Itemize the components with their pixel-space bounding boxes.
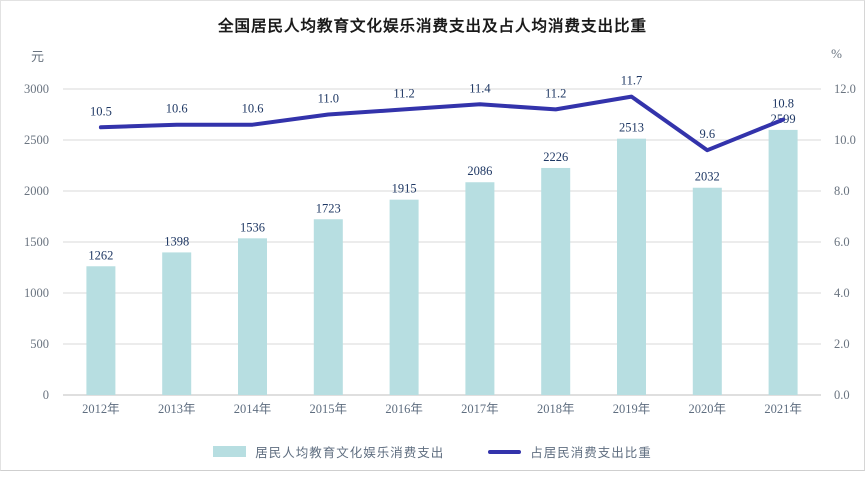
left-tick-label: 2000	[24, 184, 49, 198]
line-value-label: 10.6	[166, 102, 188, 116]
line-value-label: 11.4	[469, 81, 491, 95]
x-axis-label-2021年: 2021年	[764, 402, 802, 416]
bar-2014年	[238, 238, 267, 395]
right-tick-label: 0.0	[834, 388, 850, 402]
line-series-swatch	[488, 449, 522, 454]
x-axis-label-2014年: 2014年	[234, 402, 272, 416]
right-tick-label: 8.0	[834, 184, 850, 198]
bar-2019年	[617, 138, 646, 395]
legend-item-bar-series: 居民人均教育文化娱乐消费支出	[213, 442, 444, 461]
left-tick-label: 0	[43, 388, 49, 402]
bar-value-label: 2226	[543, 150, 568, 164]
y-axis-right-labels: 0.0 2.0 4.0 6.0 8.0 10.0 12.0	[834, 82, 856, 402]
line-value-label: 11.2	[393, 86, 414, 100]
line-series	[98, 94, 786, 153]
y-axis-left-labels: 0 500 1000 1500 2000 2500 3000	[24, 82, 49, 402]
chart-legend: 居民人均教育文化娱乐消费支出 占居民消费支出比重	[1, 442, 864, 461]
right-tick-label: 2.0	[834, 337, 850, 351]
right-tick-label: 6.0	[834, 235, 850, 249]
right-tick-label: 4.0	[834, 286, 850, 300]
line-value-labels: 10.5 10.6 10.6 11.0 11.2 11.4 11.2 11.7 9.6 10.8	[90, 74, 794, 142]
line-value-label: 10.6	[242, 102, 264, 116]
ratio-line	[98, 94, 786, 153]
x-axis-label-2012年: 2012年	[82, 402, 120, 416]
bar-value-label: 1723	[316, 201, 341, 215]
x-axis-labels: 2012年 2013年 2014年 2015年 2016年 2017年 2018年 2019年…	[82, 402, 802, 416]
line-value-label: 11.2	[545, 86, 566, 100]
x-axis-label-2017年: 2017年	[461, 402, 499, 416]
x-axis-label-2020年: 2020年	[689, 402, 727, 416]
bar-series-label: 居民人均教育文化娱乐消费支出	[255, 446, 445, 460]
bar-2015年	[313, 219, 343, 395]
line-value-label: 10.5	[90, 104, 112, 118]
bar-value-label: 1262	[88, 248, 113, 262]
legend-item-line-series: 占居民消费支出比重	[488, 442, 652, 461]
bar-2016年	[389, 199, 419, 395]
bar-2017年	[465, 182, 495, 395]
bar-series	[86, 129, 798, 396]
x-axis-label-2016年: 2016年	[385, 402, 423, 416]
left-tick-label: 1500	[24, 235, 49, 249]
bar-value-label: 2513	[619, 121, 644, 135]
right-tick-label: 12.0	[834, 82, 856, 96]
x-axis-label-2019年: 2019年	[613, 402, 651, 416]
bar-2020年	[692, 187, 722, 395]
left-tick-label: 2500	[24, 133, 49, 147]
bar-series-swatch	[213, 446, 247, 457]
bar-2018年	[541, 167, 571, 395]
bar-2021年	[768, 129, 798, 396]
bar-value-label: 1398	[164, 234, 189, 248]
chart-title: 全国居民人均教育文化娱乐消费支出及占人均消费支出比重	[217, 18, 647, 35]
bar-2012年	[86, 266, 116, 395]
bar-value-label: 1915	[392, 182, 417, 196]
right-axis-unit: %	[831, 46, 842, 61]
bar-value-label: 2086	[467, 164, 492, 178]
right-tick-label: 10.0	[834, 133, 856, 147]
line-value-label: 11.7	[621, 74, 642, 88]
x-axis-label-2013年: 2013年	[158, 402, 196, 416]
line-value-label: 9.6	[699, 127, 715, 141]
bar-value-label: 2032	[695, 170, 720, 184]
bar-2013年	[162, 252, 192, 395]
x-axis-label-2015年: 2015年	[310, 402, 348, 416]
line-series-label: 占居民消费支出比重	[530, 446, 652, 460]
bar-value-label: 1536	[240, 220, 265, 234]
x-axis-label-2018年: 2018年	[537, 402, 575, 416]
left-tick-label: 1000	[24, 286, 49, 300]
left-axis-unit: 元	[31, 49, 45, 64]
line-value-label: 11.0	[318, 92, 339, 106]
line-value-label: 10.8	[772, 97, 794, 111]
left-tick-label: 500	[30, 337, 49, 351]
left-tick-label: 3000	[24, 82, 49, 96]
